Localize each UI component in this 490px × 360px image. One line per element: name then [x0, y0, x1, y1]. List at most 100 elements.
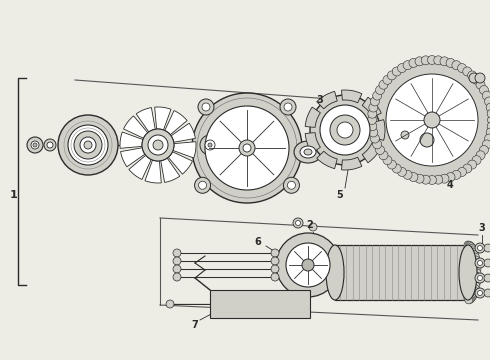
Wedge shape — [161, 158, 180, 183]
Circle shape — [173, 249, 181, 257]
Circle shape — [153, 140, 163, 150]
Circle shape — [484, 259, 490, 267]
Circle shape — [243, 144, 251, 152]
Circle shape — [427, 55, 437, 64]
Circle shape — [440, 57, 449, 66]
Wedge shape — [120, 132, 143, 148]
Wedge shape — [317, 151, 337, 168]
Circle shape — [293, 218, 303, 228]
Circle shape — [470, 289, 478, 298]
Circle shape — [475, 273, 485, 283]
Circle shape — [477, 261, 483, 266]
Wedge shape — [374, 120, 385, 140]
Circle shape — [320, 105, 370, 155]
Circle shape — [310, 95, 380, 165]
Circle shape — [392, 164, 401, 173]
Circle shape — [471, 253, 479, 261]
Circle shape — [192, 93, 302, 203]
Ellipse shape — [294, 141, 322, 163]
Circle shape — [383, 75, 392, 84]
Circle shape — [452, 61, 461, 70]
Circle shape — [476, 80, 485, 89]
Circle shape — [484, 244, 490, 252]
Circle shape — [202, 103, 210, 111]
Circle shape — [397, 167, 407, 176]
Circle shape — [415, 57, 424, 66]
Circle shape — [469, 73, 479, 83]
Circle shape — [166, 300, 174, 308]
Circle shape — [472, 282, 480, 290]
Circle shape — [488, 116, 490, 125]
Circle shape — [47, 142, 53, 148]
Circle shape — [446, 58, 455, 67]
Circle shape — [286, 243, 330, 287]
Circle shape — [482, 140, 490, 149]
Circle shape — [373, 140, 382, 149]
Circle shape — [369, 128, 378, 137]
Wedge shape — [342, 157, 362, 170]
Circle shape — [309, 223, 317, 231]
Circle shape — [484, 289, 490, 297]
Circle shape — [446, 172, 455, 181]
Circle shape — [148, 135, 168, 155]
Text: 5: 5 — [337, 190, 343, 200]
Ellipse shape — [326, 245, 344, 300]
Circle shape — [464, 241, 472, 249]
Circle shape — [472, 259, 481, 267]
Text: 2: 2 — [307, 220, 314, 230]
Circle shape — [486, 103, 490, 112]
Circle shape — [465, 241, 473, 249]
Circle shape — [475, 258, 485, 268]
Wedge shape — [129, 155, 151, 179]
Circle shape — [471, 251, 479, 258]
Circle shape — [337, 122, 353, 138]
Circle shape — [468, 293, 476, 301]
Circle shape — [434, 56, 443, 65]
Text: 7: 7 — [192, 320, 198, 330]
Circle shape — [487, 109, 490, 118]
Wedge shape — [168, 152, 193, 174]
Wedge shape — [145, 160, 161, 183]
Circle shape — [487, 122, 490, 131]
Circle shape — [476, 151, 485, 160]
Wedge shape — [173, 142, 196, 158]
Circle shape — [200, 135, 220, 155]
Circle shape — [485, 97, 490, 106]
Circle shape — [463, 67, 472, 76]
Wedge shape — [123, 116, 147, 138]
Wedge shape — [342, 90, 362, 103]
Wedge shape — [121, 148, 145, 167]
Circle shape — [58, 115, 118, 175]
Wedge shape — [362, 97, 381, 117]
Wedge shape — [305, 107, 320, 127]
Circle shape — [470, 248, 478, 256]
Circle shape — [374, 62, 490, 178]
Circle shape — [470, 287, 479, 295]
Circle shape — [205, 106, 289, 190]
Ellipse shape — [459, 245, 477, 300]
Circle shape — [458, 63, 466, 72]
Circle shape — [475, 243, 485, 253]
Circle shape — [31, 141, 39, 149]
Circle shape — [388, 71, 396, 80]
Circle shape — [403, 61, 412, 70]
Circle shape — [452, 170, 461, 179]
Circle shape — [467, 243, 475, 251]
Circle shape — [479, 85, 489, 94]
Circle shape — [472, 256, 480, 264]
Circle shape — [420, 133, 434, 147]
Circle shape — [368, 109, 377, 118]
Circle shape — [198, 99, 214, 115]
Circle shape — [472, 75, 481, 84]
Circle shape — [271, 249, 279, 257]
Circle shape — [368, 122, 377, 131]
Circle shape — [271, 265, 279, 273]
Circle shape — [440, 174, 449, 183]
Circle shape — [379, 151, 388, 160]
Polygon shape — [210, 290, 310, 318]
Circle shape — [475, 288, 485, 298]
Wedge shape — [136, 108, 155, 132]
Circle shape — [173, 265, 181, 273]
Circle shape — [477, 246, 483, 251]
Circle shape — [477, 291, 483, 296]
